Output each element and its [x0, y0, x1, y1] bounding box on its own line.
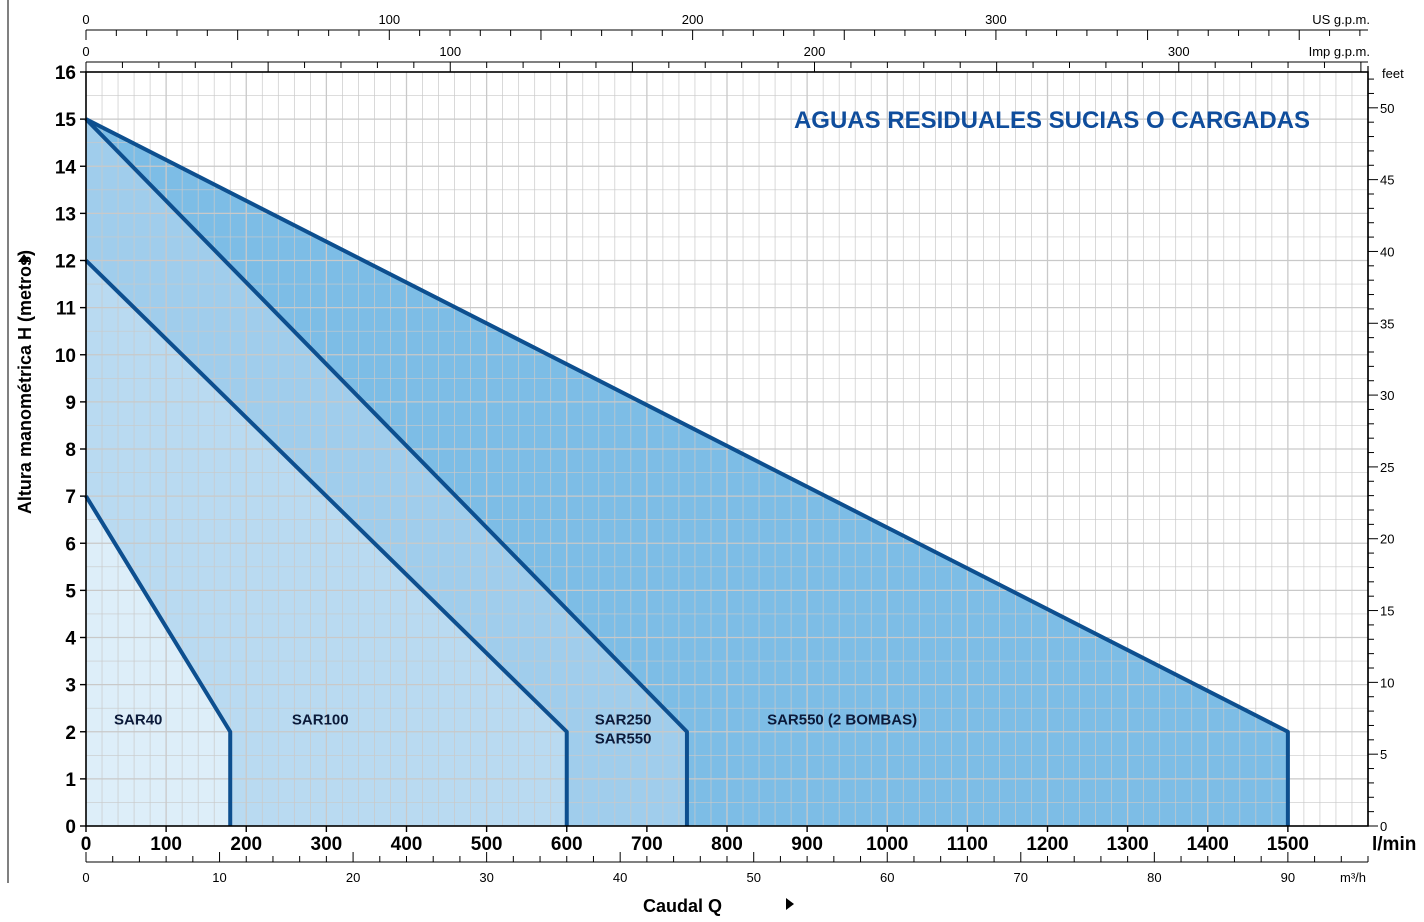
- feet-tick-label: 35: [1380, 316, 1394, 331]
- feet-tick-label: 50: [1380, 101, 1394, 116]
- m3h-tick-label: 90: [1281, 870, 1295, 885]
- us-gpm-tick-label: 0: [82, 12, 89, 27]
- m3h-tick-label: 10: [212, 870, 226, 885]
- x-tick-label: 0: [81, 834, 92, 855]
- x-tick-label: 900: [791, 834, 823, 855]
- y-tick-label: 8: [65, 440, 76, 461]
- us-gpm-tick-label: 300: [985, 12, 1007, 27]
- y-tick-label: 0: [65, 817, 76, 838]
- feet-tick-label: 30: [1380, 388, 1394, 403]
- x-tick-label: 600: [551, 834, 583, 855]
- feet-tick-label: 15: [1380, 604, 1394, 619]
- y-axis-title: Altura manométrica H (metros): [15, 250, 35, 514]
- feet-tick-label: 25: [1380, 460, 1394, 475]
- m3h-tick-label: 70: [1014, 870, 1028, 885]
- x-tick-label: 400: [391, 834, 423, 855]
- m3h-unit-label: m³/h: [1340, 870, 1366, 885]
- m3h-tick-label: 0: [82, 870, 89, 885]
- m3h-tick-label: 50: [746, 870, 760, 885]
- y-tick-label: 5: [65, 581, 76, 602]
- y-tick-label: 4: [65, 629, 76, 650]
- x-tick-label: 1200: [1026, 834, 1068, 855]
- x-tick-label: 700: [631, 834, 663, 855]
- m3h-tick-label: 80: [1147, 870, 1161, 885]
- y-tick-label: 13: [55, 204, 76, 225]
- imp-gpm-tick-label: 0: [82, 44, 89, 59]
- y-tick-label: 9: [65, 393, 76, 414]
- region-label: SAR100: [292, 712, 349, 729]
- region-label: SAR40: [114, 712, 162, 729]
- performance-curve: [84, 117, 689, 826]
- axes-frame: [7, 0, 1378, 883]
- x-tick-label: 1500: [1267, 834, 1309, 855]
- y-tick-label: 16: [55, 63, 76, 84]
- feet-tick-label: 45: [1380, 173, 1394, 188]
- feet-tick-label: 20: [1380, 532, 1394, 547]
- y-tick-label: 10: [55, 346, 76, 367]
- x-tick-label: 200: [230, 834, 262, 855]
- feet-tick-label: 5: [1380, 747, 1387, 762]
- m3h-tick-label: 60: [880, 870, 894, 885]
- us-gpm-unit-label: US g.p.m.: [1312, 12, 1370, 27]
- performance-curve: [85, 117, 1290, 826]
- region-label: SAR550 (2 BOMBAS): [767, 712, 917, 729]
- region-label: SAR550: [595, 731, 652, 748]
- y-tick-label: 1: [65, 770, 76, 791]
- y-axis-arrow-icon: [18, 254, 30, 262]
- m3h-tick-label: 40: [613, 870, 627, 885]
- imp-gpm-tick-label: 300: [1168, 44, 1190, 59]
- x-tick-label: 300: [311, 834, 343, 855]
- us-gpm-tick-label: 100: [378, 12, 400, 27]
- x-tick-label: 500: [471, 834, 503, 855]
- x-tick-label: 800: [711, 834, 743, 855]
- region-label: SAR250: [595, 712, 652, 729]
- performance-curves: [84, 117, 1290, 826]
- x-tick-label: 100: [150, 834, 182, 855]
- us-gpm-tick-label: 200: [682, 12, 704, 27]
- x-axis-arrow-icon: [786, 898, 794, 910]
- y-tick-label: 3: [65, 676, 76, 697]
- feet-tick-label: 0: [1380, 819, 1387, 834]
- feet-unit-label: feet: [1382, 66, 1404, 81]
- performance-curve: [84, 259, 569, 826]
- y-tick-label: 11: [56, 299, 77, 320]
- x-tick-label: 1100: [947, 834, 988, 855]
- y-tick-label: 7: [65, 487, 76, 508]
- x-unit-label: l/min: [1372, 834, 1416, 855]
- m3h-tick-label: 30: [479, 870, 493, 885]
- y-tick-label: 12: [55, 252, 76, 273]
- grid-lines: [86, 72, 1368, 826]
- imp-gpm-tick-label: 100: [439, 44, 461, 59]
- feet-tick-label: 10: [1380, 675, 1394, 690]
- x-tick-label: 1300: [1106, 834, 1148, 855]
- feet-tick-label: 40: [1380, 244, 1394, 259]
- x-tick-label: 1400: [1187, 834, 1229, 855]
- chart-title: AGUAS RESIDUALES SUCIAS O CARGADAS: [794, 107, 1310, 134]
- y-tick-label: 14: [55, 157, 77, 178]
- x-tick-label: 1000: [866, 834, 908, 855]
- performance-curve: [84, 495, 233, 826]
- imp-gpm-tick-label: 200: [804, 44, 826, 59]
- y-tick-label: 6: [65, 534, 76, 555]
- m3h-tick-label: 20: [346, 870, 360, 885]
- y-tick-label: 15: [55, 110, 77, 131]
- imp-gpm-unit-label: Imp g.p.m.: [1309, 44, 1370, 59]
- x-axis-title: Caudal Q: [643, 896, 722, 916]
- y-tick-label: 2: [65, 723, 76, 744]
